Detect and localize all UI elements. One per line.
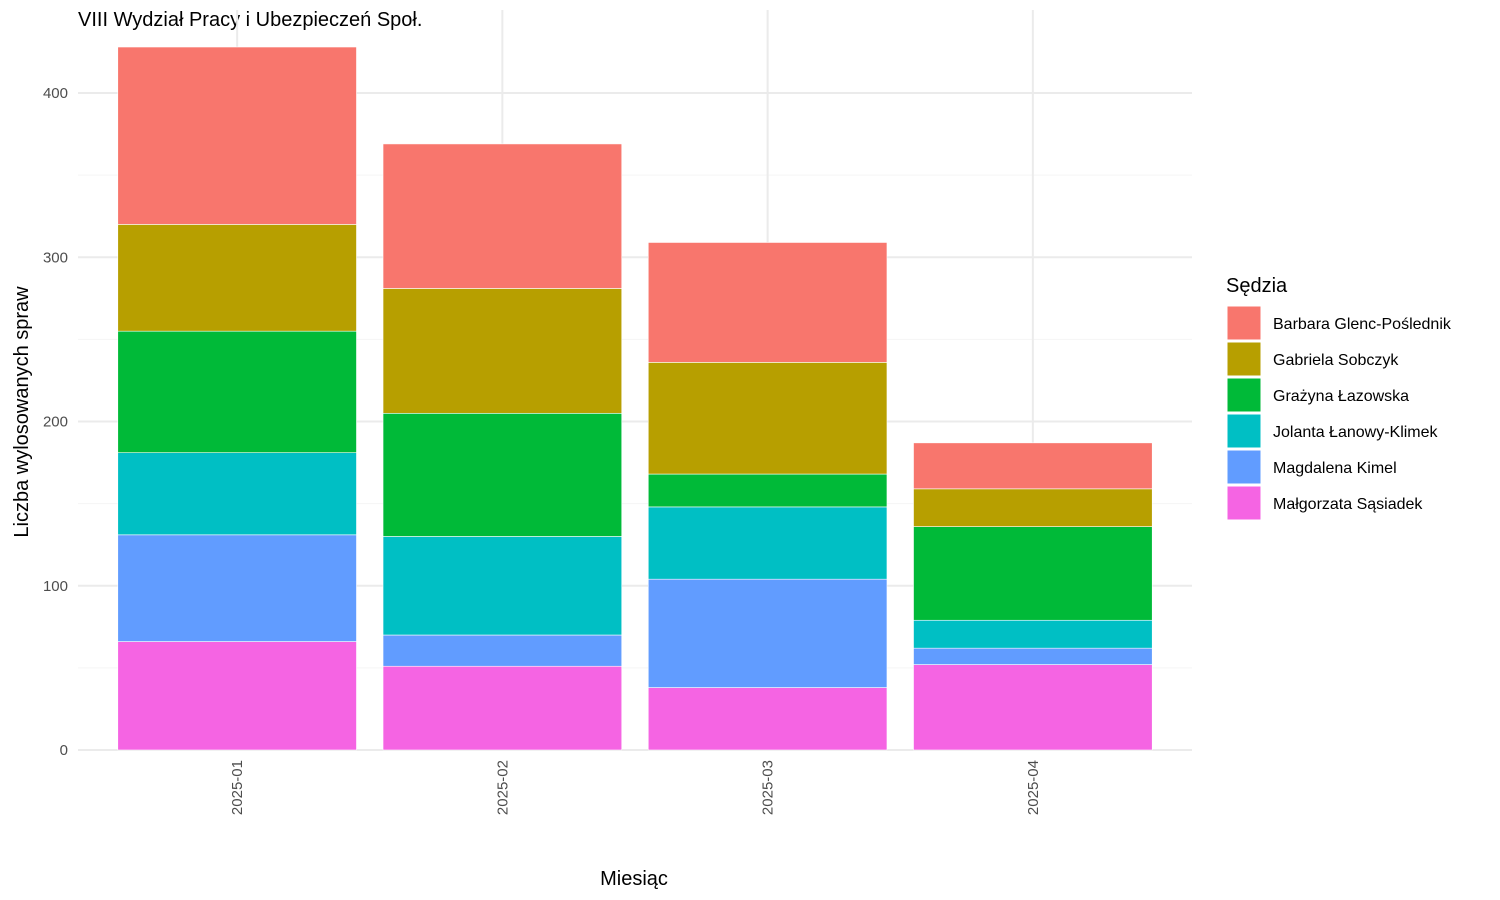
legend-key — [1226, 305, 1262, 341]
bar-segment — [647, 578, 888, 688]
bars — [117, 46, 1153, 751]
bar-segment — [913, 526, 1153, 621]
x-tick-label: 2025-03 — [760, 760, 777, 815]
bar-segment — [117, 534, 357, 642]
bar-segment — [117, 330, 357, 454]
legend-label: Grażyna Łazowska — [1273, 388, 1409, 405]
y-tick-label: 0 — [60, 742, 68, 759]
legend: Sędzia Barbara Glenc-Poślednik Gabriela S… — [1226, 275, 1452, 521]
bar-segment — [647, 506, 888, 580]
legend-label: Barbara Glenc-Poślednik — [1273, 316, 1452, 333]
x-tick-label: 2025-04 — [1025, 760, 1042, 815]
legend-label: Gabriela Sobczyk — [1273, 352, 1399, 369]
bar-segment — [913, 664, 1153, 751]
bar-segment — [382, 665, 623, 751]
bar-segment — [647, 473, 888, 508]
bar-segment — [913, 488, 1153, 527]
legend-label: Jolanta Łanowy-Klimek — [1273, 424, 1439, 441]
legend-label: Magdalena Kimel — [1273, 460, 1397, 477]
y-tick-label: 300 — [43, 249, 68, 266]
bar-segment — [117, 224, 357, 332]
bar-segment — [117, 452, 357, 536]
bar-segment — [647, 687, 888, 751]
bar-segment — [913, 442, 1153, 490]
bar-segment — [382, 412, 623, 537]
legend-key — [1226, 485, 1262, 521]
bar-segment — [382, 634, 623, 667]
x-axis-title: Miesiąc — [600, 868, 668, 890]
chart-title: VIII Wydział Pracy i Ubezpieczeń Społ. — [78, 9, 422, 31]
legend-title: Sędzia — [1226, 275, 1288, 297]
bar-segment — [382, 288, 623, 414]
legend-label: Małgorzata Sąsiadek — [1273, 496, 1423, 513]
bar-segment — [647, 362, 888, 475]
y-axis-ticks: 0 100 200 300 400 — [43, 85, 68, 759]
bar-segment — [117, 641, 357, 751]
x-tick-label: 2025-01 — [229, 760, 246, 815]
x-tick-label: 2025-02 — [494, 760, 511, 815]
bar-segment — [913, 619, 1153, 649]
bar-segment — [382, 143, 623, 289]
bar-segment — [382, 536, 623, 636]
legend-key — [1226, 341, 1262, 377]
y-tick-label: 400 — [43, 85, 68, 102]
bar-segment — [647, 242, 888, 363]
bar-segment — [913, 647, 1153, 665]
legend-key — [1226, 377, 1262, 413]
y-tick-label: 200 — [43, 414, 68, 431]
legend-key — [1226, 413, 1262, 449]
legend-key — [1226, 449, 1262, 485]
y-axis-title: Liczba wylosowanych spraw — [11, 286, 33, 538]
y-tick-label: 100 — [43, 578, 68, 595]
bar-segment — [117, 46, 357, 225]
x-axis-ticks: 2025-01 2025-02 2025-03 2025-04 — [229, 760, 1042, 815]
